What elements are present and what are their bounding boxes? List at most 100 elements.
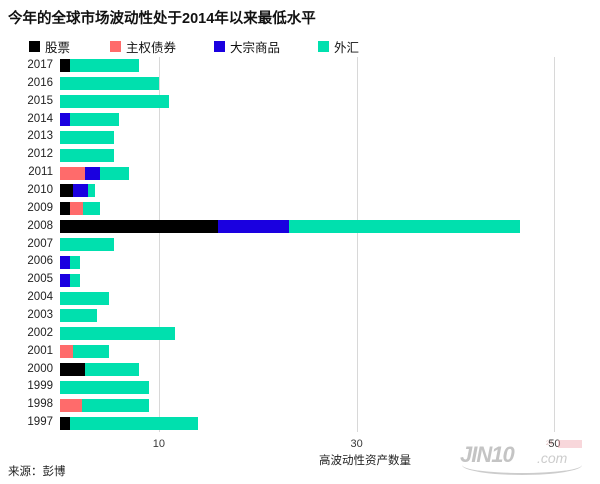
chart-legend: 股票 主权债券 大宗商品 外汇	[29, 38, 359, 55]
bar-segment	[84, 362, 140, 376]
bar-row[interactable]: 1999	[27, 378, 594, 396]
legend-label: 大宗商品	[230, 40, 281, 55]
legend-item-equities[interactable]: 股票	[29, 38, 71, 55]
watermark-brand: JIN10	[460, 442, 515, 467]
bar-row[interactable]: 2010	[27, 182, 594, 200]
bar-row[interactable]: 2013	[27, 128, 594, 146]
bar-row[interactable]: 2007	[27, 236, 594, 254]
y-axis-tick-label: 2010	[27, 184, 53, 196]
bar-row[interactable]: 2005	[27, 271, 594, 289]
bar-row[interactable]: 2006	[27, 253, 594, 271]
stacked-bar	[60, 220, 520, 234]
bar-segment	[69, 416, 199, 430]
bar-segment	[60, 148, 115, 162]
stacked-bar	[60, 291, 110, 305]
bar-segment	[81, 398, 149, 412]
stacked-bar	[60, 77, 159, 91]
y-axis-tick-label: 2009	[27, 201, 53, 214]
stacked-bar	[60, 184, 95, 198]
gridline-30	[356, 57, 358, 432]
gridline-50	[554, 57, 556, 432]
legend-label: 股票	[45, 40, 71, 55]
watermark-badge-2	[558, 440, 582, 448]
stacked-bar	[60, 255, 80, 269]
gridline-10	[158, 57, 160, 432]
stacked-bar	[60, 112, 120, 126]
source-note: 来源：彭博	[8, 466, 66, 478]
y-axis-tick-label: 2001	[27, 344, 53, 357]
watermark-suffix: .com	[537, 450, 568, 466]
legend-swatch-icon	[110, 40, 122, 52]
page-title: 今年的全球市场波动性处于2014年以来最低水平	[8, 11, 316, 27]
bar-segment	[60, 184, 73, 198]
watermark-badge: 24	[546, 441, 553, 447]
legend-label: 主权债券	[126, 40, 177, 55]
legend-swatch-icon	[29, 40, 40, 52]
stacked-bar	[60, 95, 169, 109]
bar-row[interactable]: 2011	[28, 164, 594, 182]
y-axis-tick-label: 1997	[27, 416, 53, 429]
bar-row[interactable]: 1997	[27, 414, 594, 432]
bar-row[interactable]: 2000	[27, 361, 594, 379]
y-axis-tick-label: 1999	[27, 380, 53, 393]
bar-row[interactable]: 2001	[27, 343, 594, 361]
y-axis-tick-label: 2014	[27, 112, 53, 125]
bar-segment	[60, 416, 70, 430]
stacked-bar	[60, 237, 115, 251]
stacked-bar	[60, 148, 115, 162]
bar-row[interactable]: 2012	[27, 146, 594, 164]
bar-segment	[60, 59, 70, 73]
bar-row[interactable]: 2003	[27, 307, 594, 325]
x-axis-label: 高波动性资产数量	[319, 455, 411, 467]
bar-row[interactable]: 2016	[27, 75, 594, 93]
y-axis-tick-label: 2002	[27, 326, 53, 339]
bar-segment	[69, 202, 83, 216]
y-axis-tick-label: 2012	[27, 148, 53, 161]
y-axis-tick-label: 2004	[27, 291, 53, 304]
bar-segment	[69, 273, 80, 287]
legend-swatch-icon	[214, 40, 226, 52]
bar-segment	[82, 202, 100, 216]
bar-segment	[99, 166, 130, 180]
bar-segment	[60, 362, 85, 376]
x-tick-label: 50	[548, 438, 561, 450]
stacked-bar	[60, 362, 140, 376]
bar-segment	[289, 220, 520, 234]
y-axis-tick-label: 2017	[27, 59, 53, 71]
jin10-watermark: JIN10 24 .com	[460, 440, 590, 475]
stacked-bar	[60, 380, 149, 394]
bar-segment	[60, 130, 115, 144]
bar-row[interactable]: 2008	[27, 218, 594, 236]
bar-segment	[87, 184, 95, 198]
bar-segment	[69, 59, 140, 73]
legend-item-fx[interactable]: 外汇	[318, 38, 359, 55]
bar-segment	[60, 220, 219, 234]
bar-row[interactable]: 2009	[27, 200, 594, 218]
bar-segment	[60, 380, 149, 394]
bar-segment	[60, 327, 175, 341]
bar-segment	[69, 255, 80, 269]
bar-row[interactable]: 2014	[27, 111, 594, 129]
y-axis-tick-label: 2008	[27, 219, 53, 232]
bar-segment	[60, 202, 70, 216]
bar-row[interactable]: 2004	[27, 289, 594, 307]
y-axis-tick-label: 2016	[27, 76, 53, 89]
bar-row[interactable]: 1998	[27, 396, 594, 414]
bar-row[interactable]: 2017	[27, 57, 594, 75]
bar-segment	[60, 398, 82, 412]
bar-segment	[60, 291, 110, 305]
y-axis-tick-label: 2013	[27, 130, 53, 143]
stacked-bar	[60, 416, 199, 430]
bar-segment	[60, 309, 97, 323]
bar-row[interactable]: 2002	[27, 325, 594, 343]
y-axis-tick-label: 2005	[27, 273, 53, 286]
legend-item-commodities[interactable]: 大宗商品	[214, 38, 281, 55]
legend-item-sovereign_bonds[interactable]: 主权债券	[110, 38, 177, 55]
plot-area: 2017 2016 2015 2014 2013 2012 2011 2010 2009 2008…	[27, 57, 594, 432]
stacked-bar	[60, 327, 175, 341]
stacked-bar	[60, 309, 97, 323]
bar-segment	[60, 255, 70, 269]
y-axis-tick-label: 2006	[27, 255, 53, 268]
bar-segment	[60, 77, 159, 91]
bar-row[interactable]: 2015	[27, 93, 594, 111]
